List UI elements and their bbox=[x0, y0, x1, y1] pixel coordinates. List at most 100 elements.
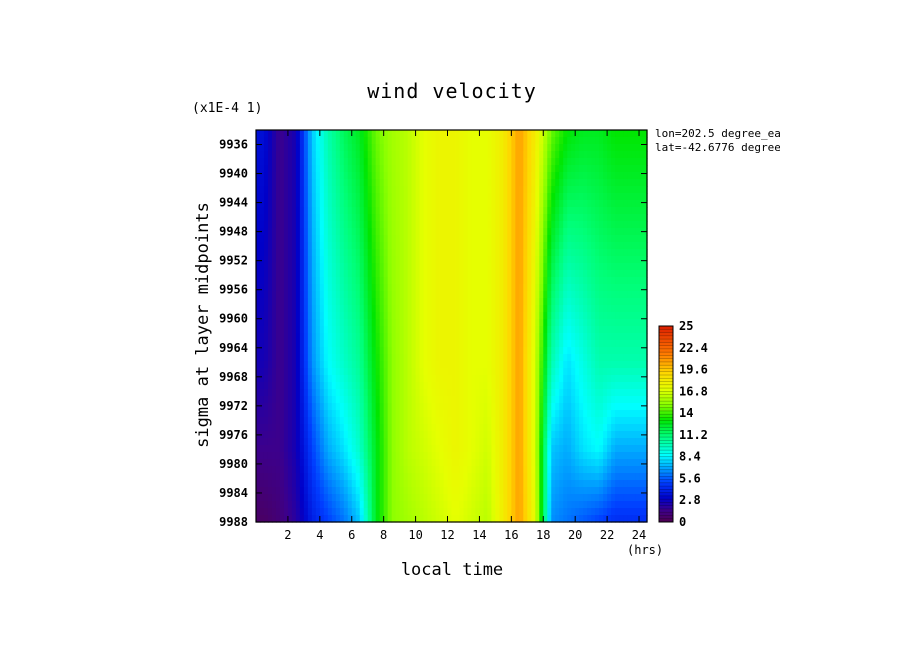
contour-cell bbox=[343, 214, 349, 222]
contour-cell bbox=[315, 193, 321, 201]
contour-cell bbox=[571, 382, 576, 390]
contour-cell bbox=[411, 235, 417, 243]
contour-cell bbox=[491, 361, 496, 369]
contour-cell bbox=[299, 452, 305, 460]
contour-cell bbox=[575, 347, 580, 355]
contour-cell bbox=[551, 445, 556, 453]
contour-cell bbox=[343, 466, 349, 474]
contour-cell bbox=[327, 165, 333, 173]
contour-cell bbox=[611, 333, 616, 341]
contour-cell bbox=[643, 382, 648, 390]
contour-cell bbox=[267, 235, 273, 243]
contour-cell bbox=[387, 172, 393, 180]
contour-cell bbox=[507, 144, 512, 152]
contour-cell bbox=[355, 200, 361, 208]
contour-cell bbox=[615, 368, 620, 376]
contour-cell bbox=[427, 186, 433, 194]
contour-cell bbox=[563, 445, 568, 453]
contour-cell bbox=[471, 312, 477, 320]
contour-cell bbox=[467, 158, 473, 166]
contour-cell bbox=[511, 221, 516, 229]
contour-cell bbox=[607, 172, 612, 180]
contour-cell bbox=[555, 172, 560, 180]
contour-cell bbox=[607, 417, 612, 425]
contour-cell bbox=[623, 326, 628, 334]
contour-cell bbox=[591, 354, 596, 362]
contour-cell bbox=[295, 438, 301, 446]
contour-cell bbox=[455, 410, 461, 418]
contour-cell bbox=[379, 403, 385, 411]
contour-cell bbox=[403, 242, 409, 250]
contour-cell bbox=[359, 193, 365, 201]
contour-cell bbox=[559, 333, 564, 341]
contour-cell bbox=[595, 221, 600, 229]
contour-cell bbox=[323, 431, 329, 439]
contour-cell bbox=[603, 214, 608, 222]
contour-cell bbox=[635, 284, 640, 292]
contour-cell bbox=[375, 298, 381, 306]
contour-cell bbox=[507, 263, 512, 271]
contour-cell bbox=[555, 347, 560, 355]
contour-cell bbox=[439, 263, 445, 271]
contour-cell bbox=[627, 382, 632, 390]
contour-cell bbox=[479, 277, 485, 285]
contour-cell bbox=[459, 473, 465, 481]
contour-cell bbox=[423, 396, 429, 404]
contour-cell bbox=[447, 200, 453, 208]
contour-cell bbox=[295, 382, 301, 390]
contour-cell bbox=[579, 340, 584, 348]
contour-cell bbox=[395, 242, 401, 250]
contour-cell bbox=[603, 368, 608, 376]
contour-cell bbox=[351, 410, 357, 418]
contour-cell bbox=[579, 417, 584, 425]
contour-cell bbox=[643, 263, 648, 271]
contour-cell bbox=[311, 291, 317, 299]
contour-cell bbox=[475, 396, 481, 404]
contour-cell bbox=[335, 249, 341, 257]
contour-cell bbox=[415, 333, 421, 341]
contour-cell bbox=[471, 200, 477, 208]
contour-cell bbox=[599, 480, 604, 488]
contour-cell bbox=[623, 179, 628, 187]
contour-cell bbox=[527, 459, 532, 467]
contour-cell bbox=[271, 480, 277, 488]
contour-cell bbox=[583, 368, 588, 376]
contour-cell bbox=[635, 193, 640, 201]
contour-cell bbox=[275, 144, 281, 152]
contour-cell bbox=[427, 326, 433, 334]
contour-cell bbox=[323, 242, 329, 250]
contour-cell bbox=[627, 438, 632, 446]
contour-cell bbox=[291, 263, 297, 271]
contour-cell bbox=[639, 389, 644, 397]
contour-cell bbox=[575, 277, 580, 285]
contour-cell bbox=[267, 144, 273, 152]
contour-cell bbox=[367, 305, 373, 313]
contour-cell bbox=[455, 235, 461, 243]
contour-cell bbox=[487, 207, 492, 215]
contour-cell bbox=[271, 431, 277, 439]
contour-cell bbox=[583, 319, 588, 327]
contour-cell bbox=[263, 410, 269, 418]
contour-cell bbox=[463, 375, 469, 383]
contour-cell bbox=[623, 291, 628, 299]
contour-cell bbox=[559, 186, 564, 194]
contour-cell bbox=[391, 256, 397, 264]
contour-cell bbox=[499, 466, 504, 474]
contour-cell bbox=[427, 312, 433, 320]
contour-cell bbox=[327, 305, 333, 313]
contour-cell bbox=[515, 347, 520, 355]
contour-cell bbox=[495, 263, 500, 271]
contour-cell bbox=[583, 459, 588, 467]
contour-cell bbox=[443, 354, 449, 362]
contour-cell bbox=[567, 235, 572, 243]
contour-cell bbox=[555, 228, 560, 236]
contour-cell bbox=[371, 396, 377, 404]
contour-cell bbox=[267, 179, 273, 187]
contour-cell bbox=[451, 312, 457, 320]
contour-cell bbox=[427, 403, 433, 411]
contour-cell bbox=[551, 305, 556, 313]
contour-cell bbox=[523, 186, 528, 194]
contour-cell bbox=[631, 396, 636, 404]
contour-cell bbox=[439, 137, 445, 145]
contour-cell bbox=[519, 193, 524, 201]
